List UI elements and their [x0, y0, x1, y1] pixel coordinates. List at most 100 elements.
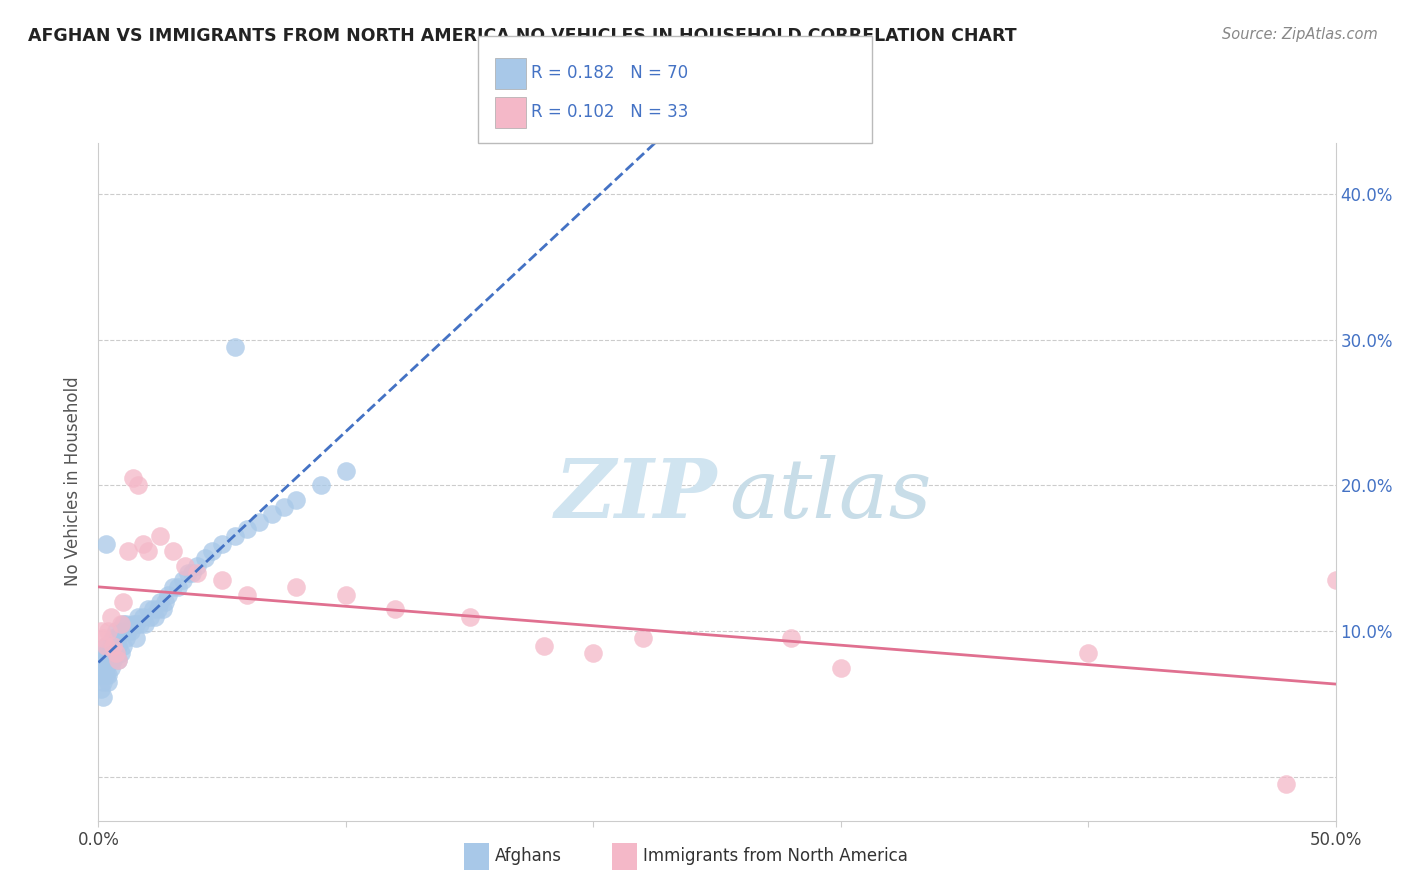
Point: [110, 616, 132, 631]
Point: [176, 566, 198, 580]
Point: [236, 588, 259, 602]
Point: [132, 609, 155, 624]
Point: [104, 646, 127, 660]
Point: [143, 609, 166, 624]
Point: [285, 492, 308, 507]
Point: [93, 675, 115, 690]
Point: [124, 632, 146, 646]
Point: [273, 500, 295, 515]
Point: [1324, 573, 1347, 587]
Point: [129, 616, 152, 631]
Text: Afghans: Afghans: [495, 847, 562, 865]
Point: [1077, 646, 1099, 660]
Point: [100, 609, 122, 624]
Point: [94, 660, 117, 674]
Point: [107, 653, 129, 667]
Point: [110, 624, 132, 639]
Point: [224, 340, 246, 354]
Point: [166, 580, 188, 594]
Point: [122, 616, 145, 631]
Point: [110, 646, 132, 660]
Point: [285, 580, 308, 594]
Point: [93, 653, 115, 667]
Point: [100, 646, 122, 660]
Y-axis label: No Vehicles in Household: No Vehicles in Household: [65, 376, 83, 587]
Point: [122, 471, 145, 485]
Point: [104, 646, 127, 660]
Point: [149, 529, 172, 543]
Point: [97, 653, 120, 667]
Point: [149, 595, 172, 609]
Point: [90, 668, 112, 682]
Point: [136, 544, 159, 558]
Point: [90, 682, 112, 697]
Point: [780, 632, 803, 646]
Point: [139, 609, 162, 624]
Point: [107, 639, 129, 653]
Text: Source: ZipAtlas.com: Source: ZipAtlas.com: [1222, 27, 1378, 42]
Point: [309, 478, 332, 492]
Point: [94, 646, 117, 660]
Point: [335, 464, 357, 478]
Point: [107, 653, 129, 667]
Point: [114, 632, 136, 646]
Point: [127, 609, 149, 624]
Point: [247, 515, 270, 529]
Text: ZIP: ZIP: [554, 455, 717, 535]
Point: [211, 536, 233, 550]
Point: [260, 508, 283, 522]
Point: [97, 624, 120, 639]
Point: [117, 624, 139, 639]
Point: [117, 544, 139, 558]
Point: [94, 653, 117, 667]
Point: [172, 573, 194, 587]
Point: [181, 566, 204, 580]
Point: [112, 616, 135, 631]
Text: Immigrants from North America: Immigrants from North America: [643, 847, 907, 865]
Point: [152, 602, 174, 616]
Point: [94, 639, 117, 653]
Point: [94, 639, 117, 653]
Point: [174, 558, 197, 573]
Point: [103, 639, 125, 653]
Point: [94, 536, 117, 550]
Point: [127, 478, 149, 492]
Text: R = 0.182   N = 70: R = 0.182 N = 70: [531, 64, 689, 82]
Point: [103, 639, 125, 653]
Point: [120, 624, 142, 639]
Point: [582, 646, 605, 660]
Point: [211, 573, 233, 587]
Point: [90, 624, 112, 639]
Point: [100, 653, 122, 667]
Point: [201, 544, 224, 558]
Point: [146, 602, 169, 616]
Point: [142, 602, 165, 616]
Point: [103, 632, 125, 646]
Point: [93, 690, 115, 704]
Point: [156, 588, 179, 602]
Point: [100, 639, 122, 653]
Point: [112, 639, 135, 653]
Point: [186, 566, 208, 580]
Point: [104, 624, 127, 639]
Point: [162, 580, 184, 594]
Point: [162, 544, 184, 558]
Point: [103, 653, 125, 667]
Point: [132, 536, 155, 550]
Point: [155, 595, 177, 609]
Point: [830, 660, 852, 674]
Point: [114, 616, 136, 631]
Point: [384, 602, 406, 616]
Point: [458, 609, 481, 624]
Point: [124, 616, 146, 631]
Text: atlas: atlas: [730, 455, 932, 535]
Point: [94, 668, 117, 682]
Point: [97, 668, 120, 682]
Point: [186, 558, 208, 573]
Point: [93, 632, 115, 646]
Point: [134, 616, 156, 631]
Point: [224, 529, 246, 543]
Text: R = 0.102   N = 33: R = 0.102 N = 33: [531, 103, 689, 121]
Point: [107, 632, 129, 646]
Point: [112, 595, 135, 609]
